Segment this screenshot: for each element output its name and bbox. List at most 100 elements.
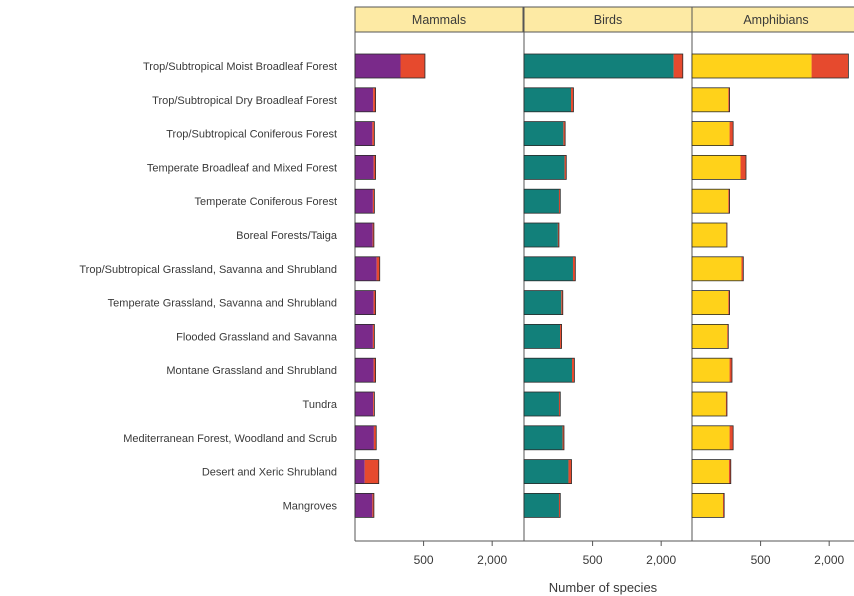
bar-outline-amphibians-11 bbox=[691, 425, 734, 451]
bar-segment-base-amphibians-9 bbox=[692, 358, 730, 383]
bar-birds-11 bbox=[523, 425, 565, 451]
category-label-11: Mediterranean Forest, Woodland and Scrub bbox=[123, 433, 337, 445]
bar-outline-birds-1 bbox=[523, 87, 574, 113]
bar-outline-birds-8 bbox=[523, 323, 562, 349]
bar-birds-3 bbox=[523, 154, 567, 180]
bar-outline-birds-3 bbox=[523, 154, 567, 180]
bar-outline-birds-13 bbox=[523, 492, 561, 518]
bar-segment-base-birds-5 bbox=[524, 223, 558, 247]
bar-segment-base-mammals-11 bbox=[355, 425, 374, 450]
bar-segment-top-birds-3 bbox=[564, 155, 567, 180]
bar-birds-2 bbox=[523, 121, 566, 146]
bar-segment-top-birds-12 bbox=[568, 459, 572, 484]
bar-segment-base-birds-12 bbox=[524, 459, 569, 484]
strip-label-mammals: Mammals bbox=[412, 13, 466, 27]
bar-segment-base-mammals-9 bbox=[355, 358, 374, 383]
bar-segment-base-birds-9 bbox=[524, 358, 573, 383]
category-label-13: Mangroves bbox=[283, 500, 338, 512]
bar-segment-base-amphibians-2 bbox=[692, 121, 730, 146]
bar-amphibians-5 bbox=[691, 222, 728, 248]
bar-segment-top-birds-7 bbox=[561, 290, 563, 315]
bar-segment-top-mammals-1 bbox=[373, 87, 376, 112]
bar-outline-birds-6 bbox=[523, 256, 576, 282]
bar-outline-birds-9 bbox=[523, 357, 575, 383]
bar-segment-base-mammals-4 bbox=[355, 189, 373, 214]
bar-segment-base-birds-13 bbox=[524, 493, 559, 518]
bar-segment-base-mammals-13 bbox=[355, 493, 373, 518]
bar-amphibians-10 bbox=[691, 391, 728, 417]
bar-segment-base-mammals-3 bbox=[355, 155, 374, 180]
bar-amphibians-3 bbox=[691, 154, 747, 180]
bar-outline-birds-5 bbox=[523, 222, 560, 248]
bar-segment-top-birds-4 bbox=[558, 189, 561, 214]
bar-segment-base-mammals-6 bbox=[355, 256, 377, 281]
bar-outline-mammals-3 bbox=[354, 154, 376, 180]
bar-outline-birds-11 bbox=[523, 425, 565, 451]
category-label-8: Flooded Grassland and Savanna bbox=[176, 331, 338, 343]
bar-segment-base-mammals-8 bbox=[355, 324, 373, 349]
category-label-10: Tundra bbox=[303, 399, 338, 411]
bar-mammals-6 bbox=[354, 256, 381, 282]
bar-birds-6 bbox=[523, 256, 576, 282]
category-label-5: Boreal Forests/Taiga bbox=[236, 230, 338, 242]
bar-outline-mammals-7 bbox=[354, 290, 376, 316]
bar-amphibians-6 bbox=[691, 256, 744, 282]
bar-segment-top-birds-9 bbox=[572, 358, 575, 383]
bar-segment-base-birds-8 bbox=[524, 324, 561, 349]
bar-outline-birds-2 bbox=[523, 121, 566, 146]
category-label-12: Desert and Xeric Shrubland bbox=[202, 467, 337, 479]
tick-label-birds-0: 500 bbox=[583, 553, 603, 567]
bar-amphibians-1 bbox=[691, 87, 730, 113]
bar-amphibians-7 bbox=[691, 290, 730, 316]
bar-outline-birds-12 bbox=[523, 459, 572, 485]
tick-label-amphibians-1: 2,000 bbox=[814, 553, 844, 567]
bar-segment-top-birds-13 bbox=[558, 493, 561, 518]
bar-outline-mammals-10 bbox=[354, 391, 375, 417]
bar-segment-base-amphibians-6 bbox=[692, 256, 742, 281]
bar-segment-top-mammals-0 bbox=[400, 54, 425, 78]
bar-segment-base-amphibians-1 bbox=[692, 87, 729, 112]
bar-segment-top-mammals-11 bbox=[373, 425, 377, 450]
bar-outline-birds-10 bbox=[523, 391, 561, 417]
bar-segment-base-mammals-2 bbox=[355, 121, 373, 146]
category-label-6: Trop/Subtropical Grassland, Savanna and … bbox=[79, 264, 337, 276]
bar-outline-amphibians-2 bbox=[691, 121, 734, 146]
bar-segment-top-birds-0 bbox=[673, 54, 683, 78]
bar-outline-amphibians-6 bbox=[691, 256, 744, 282]
bar-segment-top-birds-8 bbox=[560, 324, 562, 349]
bar-birds-5 bbox=[523, 222, 560, 248]
strip-mammals bbox=[354, 6, 524, 33]
bar-segment-base-birds-3 bbox=[524, 155, 565, 180]
bar-mammals-11 bbox=[354, 425, 377, 451]
bar-segment-base-birds-7 bbox=[524, 290, 562, 315]
bar-segment-base-amphibians-10 bbox=[692, 392, 726, 416]
bar-segment-top-mammals-12 bbox=[364, 459, 379, 484]
bar-outline-amphibians-5 bbox=[691, 222, 728, 248]
bar-birds-4 bbox=[523, 188, 561, 214]
bar-segment-base-amphibians-11 bbox=[692, 425, 730, 450]
tick-label-mammals-1: 2,000 bbox=[477, 553, 507, 567]
bar-outline-amphibians-8 bbox=[691, 323, 729, 349]
bar-segment-base-amphibians-0 bbox=[692, 54, 812, 78]
bar-segment-base-mammals-0 bbox=[355, 54, 401, 78]
bar-segment-top-amphibians-9 bbox=[729, 358, 732, 383]
bar-segment-top-mammals-7 bbox=[373, 290, 376, 315]
bar-outline-amphibians-3 bbox=[691, 154, 747, 180]
bar-segment-top-mammals-10 bbox=[373, 392, 375, 416]
bar-mammals-1 bbox=[354, 87, 376, 113]
bar-outline-mammals-11 bbox=[354, 425, 377, 451]
bar-segment-top-amphibians-1 bbox=[728, 87, 730, 112]
bar-segment-base-amphibians-5 bbox=[692, 223, 727, 247]
bar-segment-top-mammals-2 bbox=[372, 121, 375, 146]
bar-birds-7 bbox=[523, 290, 564, 316]
bar-segment-top-mammals-3 bbox=[373, 155, 376, 180]
bar-segment-top-amphibians-4 bbox=[728, 189, 730, 214]
bar-segment-base-birds-6 bbox=[524, 256, 573, 281]
category-label-2: Trop/Subtropical Coniferous Forest bbox=[166, 129, 337, 141]
bar-outline-amphibians-13 bbox=[691, 492, 725, 518]
bar-segment-base-birds-10 bbox=[524, 392, 559, 416]
bar-segment-top-birds-1 bbox=[571, 87, 574, 112]
bar-segment-top-amphibians-8 bbox=[727, 324, 729, 349]
bar-mammals-13 bbox=[354, 492, 375, 518]
